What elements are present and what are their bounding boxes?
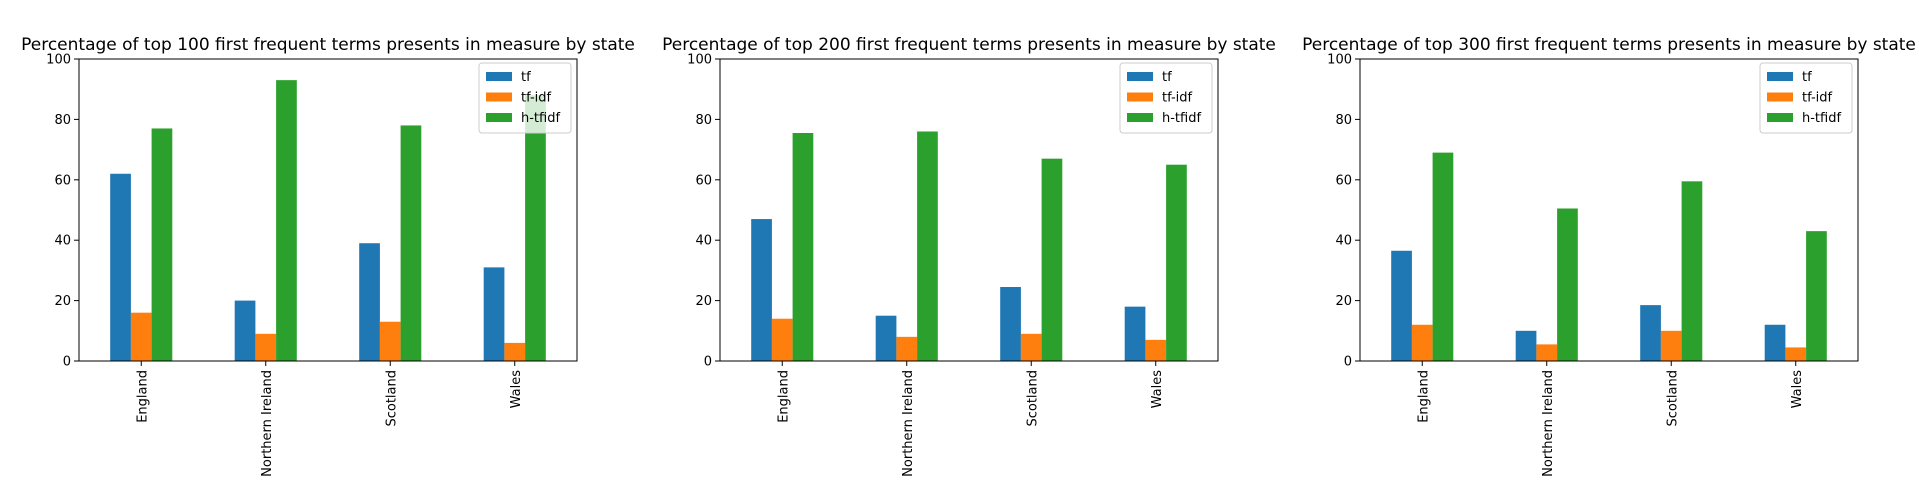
bar-h-tfidf-northern-ireland <box>917 131 938 361</box>
y-tick-label: 60 <box>1335 173 1352 188</box>
legend-label-tf-idf: tf-idf <box>521 91 552 106</box>
bar-h-tfidf-northern-ireland <box>276 80 297 361</box>
legend-swatch-tf <box>486 72 512 81</box>
x-tick-label: England <box>1416 370 1431 423</box>
bar-tf-idf-england <box>130 312 152 361</box>
bar-tf-idf-wales <box>1785 347 1807 361</box>
legend-label-tf-idf: tf-idf <box>1802 91 1833 106</box>
x-tick-label: Wales <box>509 370 524 409</box>
bar-h-tfidf-wales <box>525 95 546 362</box>
x-tick-label: England <box>776 370 791 423</box>
legend-swatch-tf-idf <box>1767 92 1793 102</box>
legend-swatch-h-tfidf <box>1127 113 1153 122</box>
bar-h-tfidf-scotland <box>400 125 422 361</box>
y-tick-label: 20 <box>695 294 712 309</box>
legend-swatch-tf <box>1127 72 1153 81</box>
plot-frame <box>719 58 1219 362</box>
legend-label-tf-idf: tf-idf <box>1162 91 1193 106</box>
y-tick-label: 80 <box>1335 113 1352 128</box>
x-tick-label: Scotland <box>384 370 399 427</box>
chart-panel-2: Percentage of top 200 first frequent ter… <box>662 35 1276 477</box>
chart-panel-3: Percentage of top 300 first frequent ter… <box>1302 35 1916 477</box>
y-tick-label: 100 <box>1327 53 1352 68</box>
bar-tf-northern-ireland <box>1515 330 1537 361</box>
bar-tf-wales <box>483 267 505 361</box>
bar-tf-scotland <box>1000 287 1021 361</box>
legend-swatch-tf-idf <box>486 92 512 102</box>
y-tick-label: 20 <box>54 294 71 309</box>
legend-label-tf: tf <box>1162 70 1172 85</box>
bar-h-tfidf-england <box>151 128 173 361</box>
chart-title: Percentage of top 200 first frequent ter… <box>662 35 1276 55</box>
chart-title: Percentage of top 100 first frequent ter… <box>21 35 635 55</box>
y-tick-label: 40 <box>1335 234 1352 249</box>
bar-tf-wales <box>1124 306 1146 361</box>
bar-tf-scotland <box>359 243 380 361</box>
legend: tf tf-idf h-tfidf <box>1759 62 1853 134</box>
x-tick-label: Northern Ireland <box>901 370 916 477</box>
bar-tf-northern-ireland <box>234 300 256 361</box>
bar-tf-idf-wales <box>504 342 526 361</box>
bar-tf-england <box>110 173 131 361</box>
bar-h-tfidf-england <box>1432 152 1454 361</box>
bar-tf-england <box>1391 250 1412 361</box>
legend-swatch-tf-idf <box>1127 92 1153 102</box>
legend: tf tf-idf h-tfidf <box>478 62 572 134</box>
bar-h-tfidf-scotland <box>1041 158 1063 361</box>
plot-frame <box>1359 58 1859 362</box>
y-tick-label: 0 <box>63 355 71 370</box>
chart-title: Percentage of top 300 first frequent ter… <box>1302 35 1916 55</box>
bar-tf-idf-scotland <box>1020 333 1042 361</box>
legend-label-h-tfidf: h-tfidf <box>1162 111 1201 126</box>
y-tick-label: 0 <box>704 355 712 370</box>
bar-h-tfidf-england <box>792 132 814 361</box>
bar-tf-england <box>751 219 772 361</box>
legend: tf tf-idf h-tfidf <box>1119 62 1213 134</box>
bar-h-tfidf-scotland <box>1681 181 1703 361</box>
legend-label-tf: tf <box>1802 70 1812 85</box>
chart-panel-1: Percentage of top 100 first frequent ter… <box>21 35 635 477</box>
x-tick-label: Scotland <box>1665 370 1680 427</box>
legend-swatch-h-tfidf <box>1767 113 1793 122</box>
x-tick-label: Wales <box>1790 370 1805 409</box>
bar-tf-idf-england <box>771 318 793 361</box>
bar-tf-idf-scotland <box>1660 330 1682 361</box>
bar-tf-idf-northern-ireland <box>255 333 277 361</box>
y-tick-label: 100 <box>687 53 712 68</box>
bar-tf-northern-ireland <box>875 315 897 361</box>
y-tick-label: 80 <box>695 113 712 128</box>
bar-h-tfidf-northern-ireland <box>1557 208 1578 361</box>
y-tick-label: 100 <box>46 53 71 68</box>
x-tick-label: Scotland <box>1025 370 1040 427</box>
legend-label-tf: tf <box>521 70 531 85</box>
bar-tf-wales <box>1764 324 1786 361</box>
y-tick-label: 60 <box>54 173 71 188</box>
x-tick-label: Northern Ireland <box>1541 370 1556 477</box>
legend-label-h-tfidf: h-tfidf <box>521 111 560 126</box>
y-tick-label: 40 <box>54 234 71 249</box>
bar-tf-scotland <box>1640 305 1661 361</box>
legend-label-h-tfidf: h-tfidf <box>1802 111 1841 126</box>
bar-tf-idf-wales <box>1145 339 1167 361</box>
bar-h-tfidf-wales <box>1166 164 1187 361</box>
y-tick-label: 20 <box>1335 294 1352 309</box>
legend-swatch-h-tfidf <box>486 113 512 122</box>
y-tick-label: 60 <box>695 173 712 188</box>
bar-tf-idf-northern-ireland <box>896 336 918 361</box>
bar-tf-idf-northern-ireland <box>1536 344 1558 361</box>
x-tick-label: England <box>135 370 150 423</box>
y-tick-label: 0 <box>1344 355 1352 370</box>
legend-swatch-tf <box>1767 72 1793 81</box>
y-tick-label: 40 <box>695 234 712 249</box>
x-tick-label: Wales <box>1150 370 1165 409</box>
y-tick-label: 80 <box>54 113 71 128</box>
bar-h-tfidf-wales <box>1806 231 1827 361</box>
bar-tf-idf-england <box>1411 324 1433 361</box>
bar-tf-idf-scotland <box>379 321 401 361</box>
plot-frame <box>78 58 578 362</box>
x-tick-label: Northern Ireland <box>260 370 275 477</box>
